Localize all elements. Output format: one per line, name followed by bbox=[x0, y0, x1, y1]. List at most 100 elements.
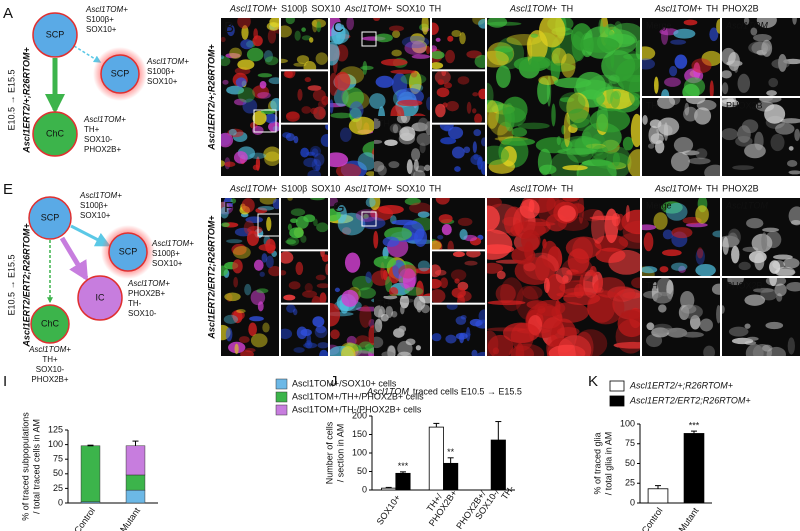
chart-title: traced cells E10.5 → E15.5 bbox=[413, 386, 522, 396]
cell bbox=[232, 246, 251, 259]
cell bbox=[786, 160, 798, 167]
cell bbox=[259, 80, 267, 89]
cell bbox=[765, 278, 787, 287]
cell bbox=[671, 227, 693, 239]
cell bbox=[235, 77, 247, 88]
cell bbox=[283, 71, 293, 78]
cell bbox=[411, 148, 421, 161]
cell bbox=[374, 323, 381, 333]
cell bbox=[312, 19, 318, 33]
cell bbox=[267, 28, 277, 44]
cell bbox=[487, 300, 526, 306]
cell bbox=[726, 278, 733, 284]
cell bbox=[735, 135, 753, 147]
zoom-box bbox=[253, 109, 277, 133]
grid-label: Ascl1TOM bbox=[725, 20, 768, 30]
cell-node bbox=[28, 196, 72, 240]
cell bbox=[288, 281, 301, 290]
cell bbox=[496, 270, 506, 280]
bar-segment bbox=[125, 445, 146, 476]
legend-label: Ascl1ERT2/ERT2;R26RTOM+ bbox=[629, 395, 751, 405]
cell bbox=[397, 99, 423, 107]
cell bbox=[487, 205, 500, 232]
y-tick-label: 100 bbox=[620, 418, 635, 428]
cell bbox=[362, 60, 368, 75]
cell bbox=[768, 77, 779, 88]
cell bbox=[341, 346, 356, 356]
cell bbox=[447, 240, 454, 250]
cell bbox=[252, 85, 270, 99]
cell bbox=[517, 122, 550, 130]
cell bbox=[432, 22, 439, 35]
cell bbox=[281, 270, 287, 276]
cell bbox=[292, 308, 298, 316]
cell bbox=[455, 316, 467, 325]
cell bbox=[466, 101, 472, 114]
cell bbox=[457, 76, 470, 85]
bar bbox=[428, 426, 444, 491]
cell bbox=[382, 246, 389, 259]
cell bbox=[722, 47, 736, 66]
cell bbox=[437, 235, 444, 240]
y-axis-label: / total traced cells in AM bbox=[31, 419, 41, 514]
channel-header: Ascl1TOM+ bbox=[654, 183, 702, 193]
x-tick-label: SOX10+ bbox=[375, 493, 403, 527]
cell bbox=[283, 294, 296, 301]
marker-label: SOX10+ bbox=[80, 211, 111, 220]
cell bbox=[295, 215, 309, 229]
cell bbox=[365, 171, 377, 176]
cell bbox=[771, 58, 790, 69]
cell bbox=[780, 118, 800, 124]
cell bbox=[659, 266, 669, 273]
cell bbox=[221, 160, 226, 167]
x-tick-label: Control bbox=[72, 506, 97, 531]
cell bbox=[447, 35, 454, 42]
cell bbox=[446, 304, 458, 310]
cell bbox=[496, 65, 511, 89]
cell bbox=[229, 47, 242, 59]
y-tick-label: 0 bbox=[362, 484, 367, 494]
legend-swatch bbox=[609, 380, 625, 392]
cell bbox=[432, 240, 442, 250]
cell bbox=[231, 310, 245, 321]
micrograph-cells bbox=[283, 71, 328, 122]
cell bbox=[383, 296, 398, 300]
cell bbox=[289, 227, 304, 239]
cell bbox=[455, 332, 468, 340]
cell bbox=[374, 318, 383, 333]
cell bbox=[295, 261, 304, 276]
y-tick-label: 100 bbox=[48, 439, 63, 449]
cell bbox=[315, 164, 321, 172]
cell bbox=[722, 82, 729, 95]
cell bbox=[378, 204, 404, 215]
cell bbox=[259, 271, 265, 277]
y-tick-label: 50 bbox=[357, 466, 367, 476]
cell bbox=[444, 82, 453, 89]
cell bbox=[551, 103, 556, 127]
cell bbox=[410, 33, 425, 45]
cell bbox=[312, 316, 325, 327]
cell bbox=[726, 98, 735, 106]
marker-label: PHOX2B+ bbox=[84, 145, 121, 154]
marker-label: TH- bbox=[128, 299, 142, 308]
cell bbox=[374, 336, 384, 349]
bar bbox=[381, 487, 397, 491]
cell bbox=[293, 62, 307, 67]
cell bbox=[558, 92, 586, 114]
cell bbox=[487, 145, 510, 165]
cell bbox=[716, 19, 720, 34]
cell bbox=[538, 18, 566, 48]
cell bbox=[766, 90, 777, 96]
cell bbox=[452, 251, 465, 258]
cell bbox=[300, 328, 312, 337]
vertical-label: Ascl1ERT2/ERT2;R26RTOM+ bbox=[21, 223, 31, 348]
cell bbox=[406, 159, 413, 175]
cell bbox=[711, 283, 720, 295]
cell bbox=[221, 55, 225, 60]
cell bbox=[557, 205, 576, 222]
marker-label: Ascl1TOM+ bbox=[28, 345, 71, 354]
cell bbox=[410, 70, 418, 78]
cell bbox=[722, 128, 738, 141]
cell bbox=[761, 39, 773, 57]
cell bbox=[290, 208, 306, 217]
